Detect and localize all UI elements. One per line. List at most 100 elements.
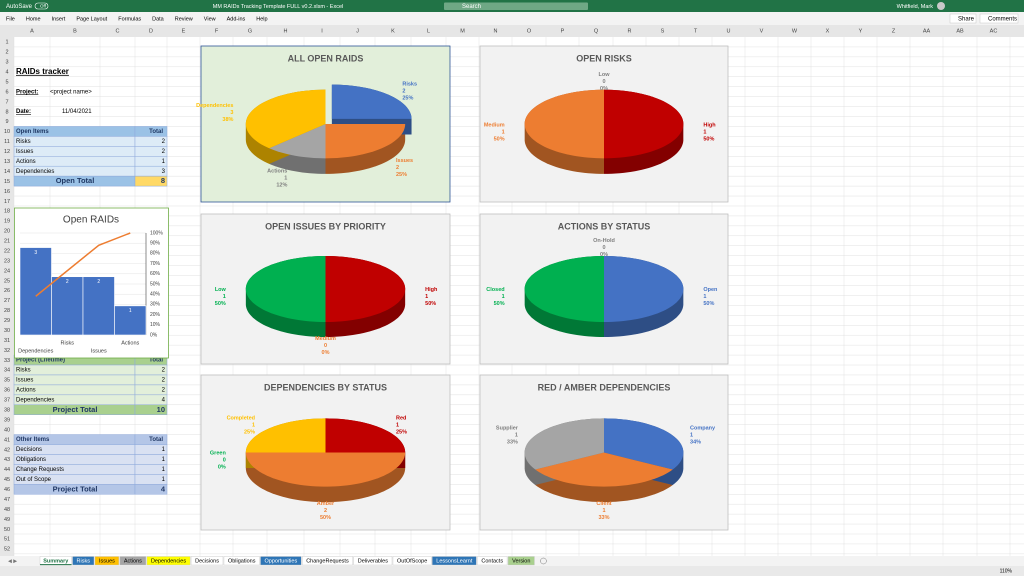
x-tick-label: Actions	[121, 340, 139, 346]
pie-slice	[325, 256, 406, 322]
slice-name: High	[703, 122, 716, 128]
comments-button[interactable]	[979, 13, 1019, 24]
chart-title: RED / AMBER DEPENDENCIES	[538, 382, 671, 392]
table-cell	[134, 484, 168, 495]
sheet-tab[interactable]	[302, 556, 353, 566]
column-header: V	[760, 28, 764, 34]
row-header: 1	[5, 40, 8, 46]
sheet-tab[interactable]	[146, 556, 191, 566]
user-avatar[interactable]	[937, 2, 945, 10]
slice-value: 2	[324, 508, 327, 514]
ribbon-tab[interactable]: Add-ins	[227, 16, 246, 22]
bar	[82, 276, 115, 336]
sheet-tab-label[interactable]: Decisions	[195, 558, 219, 564]
tab-nav[interactable]: ◀ ▶	[8, 559, 17, 565]
sheet-tab[interactable]	[119, 556, 147, 566]
column-header: A	[30, 28, 34, 34]
slice-name: Dependencies	[196, 103, 233, 109]
sheet-tab-label[interactable]: LessonsLearnt	[436, 558, 473, 564]
ribbon-tab[interactable]: Help	[256, 16, 267, 22]
table-cell	[134, 175, 168, 187]
slice-name: Client	[596, 501, 611, 507]
slice-percent: 38%	[222, 117, 233, 123]
row-header: 34	[4, 368, 10, 374]
pie-slice	[524, 418, 604, 470]
sheet-tab[interactable]	[392, 556, 432, 566]
pie-slice	[245, 452, 406, 487]
sheet-tab-label[interactable]: Obligations	[228, 558, 256, 564]
zoom-level[interactable]: 110%	[1000, 568, 1013, 574]
chart-title: OPEN ISSUES BY PRIORITY	[265, 221, 386, 231]
sheet-tab[interactable]	[72, 556, 95, 566]
sheet-tab[interactable]	[507, 556, 535, 566]
sheet-tab[interactable]	[432, 556, 477, 566]
pie-chart: RED / AMBER DEPENDENCIESCompany134%Clien…	[479, 374, 729, 531]
slice-name: Completed	[227, 415, 255, 421]
search-text[interactable]: Search	[462, 4, 481, 10]
sheet-tab-label[interactable]: Issues	[99, 558, 115, 564]
ribbon-tab[interactable]: View	[204, 16, 216, 22]
row-header: 6	[5, 89, 8, 95]
slice-percent: 0%	[600, 86, 608, 92]
search-box[interactable]	[444, 2, 588, 11]
sheet-tab[interactable]	[223, 556, 260, 566]
slice-name: Red	[396, 415, 406, 421]
user-name[interactable]: Whitfield, Mark	[897, 4, 934, 10]
sheet-tab[interactable]	[477, 556, 508, 566]
cumulative-line	[35, 232, 131, 297]
ribbon-tab[interactable]: Page Layout	[76, 16, 107, 22]
table-label: Actions	[16, 159, 36, 165]
sheet-tab[interactable]	[353, 556, 393, 566]
share-button[interactable]	[949, 13, 977, 24]
slice-value: 1	[252, 422, 255, 428]
ribbon-tab[interactable]: Insert	[52, 16, 66, 22]
ribbon-tab[interactable]: Review	[175, 16, 193, 22]
slice-percent: 50%	[215, 301, 226, 307]
sheet-tab-label[interactable]: Summary	[43, 558, 69, 564]
row-header: 9	[5, 119, 8, 125]
slice-value: 1	[502, 294, 505, 300]
sheet-tab-label[interactable]: Deliverables	[358, 558, 389, 564]
sheet-tab-label[interactable]: Dependencies	[151, 558, 186, 564]
table-header: Total	[149, 358, 163, 364]
table-label: Out of Scope	[16, 477, 52, 483]
table-header: Total	[149, 129, 163, 135]
autosave-state[interactable]: Off	[40, 4, 47, 9]
ribbon-tab[interactable]: Home	[26, 16, 41, 22]
x-tick-label: Issues	[91, 348, 107, 354]
autosave-label[interactable]: AutoSave	[6, 4, 33, 10]
pie-slice	[269, 124, 326, 159]
sheet-tab-label[interactable]: Risks	[77, 558, 91, 564]
table-header: Project (Lifetime)	[16, 358, 65, 364]
table-label: Risks	[16, 139, 31, 145]
autosave-toggle[interactable]	[34, 2, 49, 10]
sheet-tab-label[interactable]: OutOfScope	[397, 558, 427, 564]
slice-value: 1	[502, 129, 505, 135]
sheet-tab-label[interactable]: Actions	[124, 558, 142, 564]
chart-title: ACTIONS BY STATUS	[558, 221, 651, 231]
slice-value: 0	[324, 343, 327, 349]
ribbon-tab[interactable]: Data	[152, 16, 165, 22]
column-header: M	[460, 28, 465, 34]
sheet-tab[interactable]	[94, 556, 120, 566]
sheet-tab[interactable]	[190, 556, 224, 566]
sheet-tab-label[interactable]: Opportunities	[264, 558, 297, 564]
sheet-tab[interactable]	[260, 556, 302, 566]
sheet-tab-label[interactable]: Contacts	[481, 558, 503, 564]
add-sheet[interactable]	[540, 557, 547, 565]
comments-label[interactable]: Comments	[988, 16, 1017, 22]
row-header: 29	[4, 318, 10, 324]
row-header: 31	[4, 338, 10, 344]
column-header: L	[427, 28, 430, 34]
ribbon-tab[interactable]: Formulas	[118, 16, 141, 22]
column-header: N	[494, 28, 498, 34]
table-value: 2	[162, 149, 166, 155]
bar	[19, 247, 52, 336]
row-header: 49	[4, 517, 10, 523]
column-header: D	[149, 28, 153, 34]
sheet-tab-label[interactable]: ChangeRequests	[306, 558, 349, 564]
share-label[interactable]: Share	[958, 16, 975, 22]
sheet-tab-label[interactable]: Version	[512, 558, 530, 564]
ribbon-tab[interactable]: File	[6, 16, 15, 22]
row-header: 30	[4, 328, 10, 334]
